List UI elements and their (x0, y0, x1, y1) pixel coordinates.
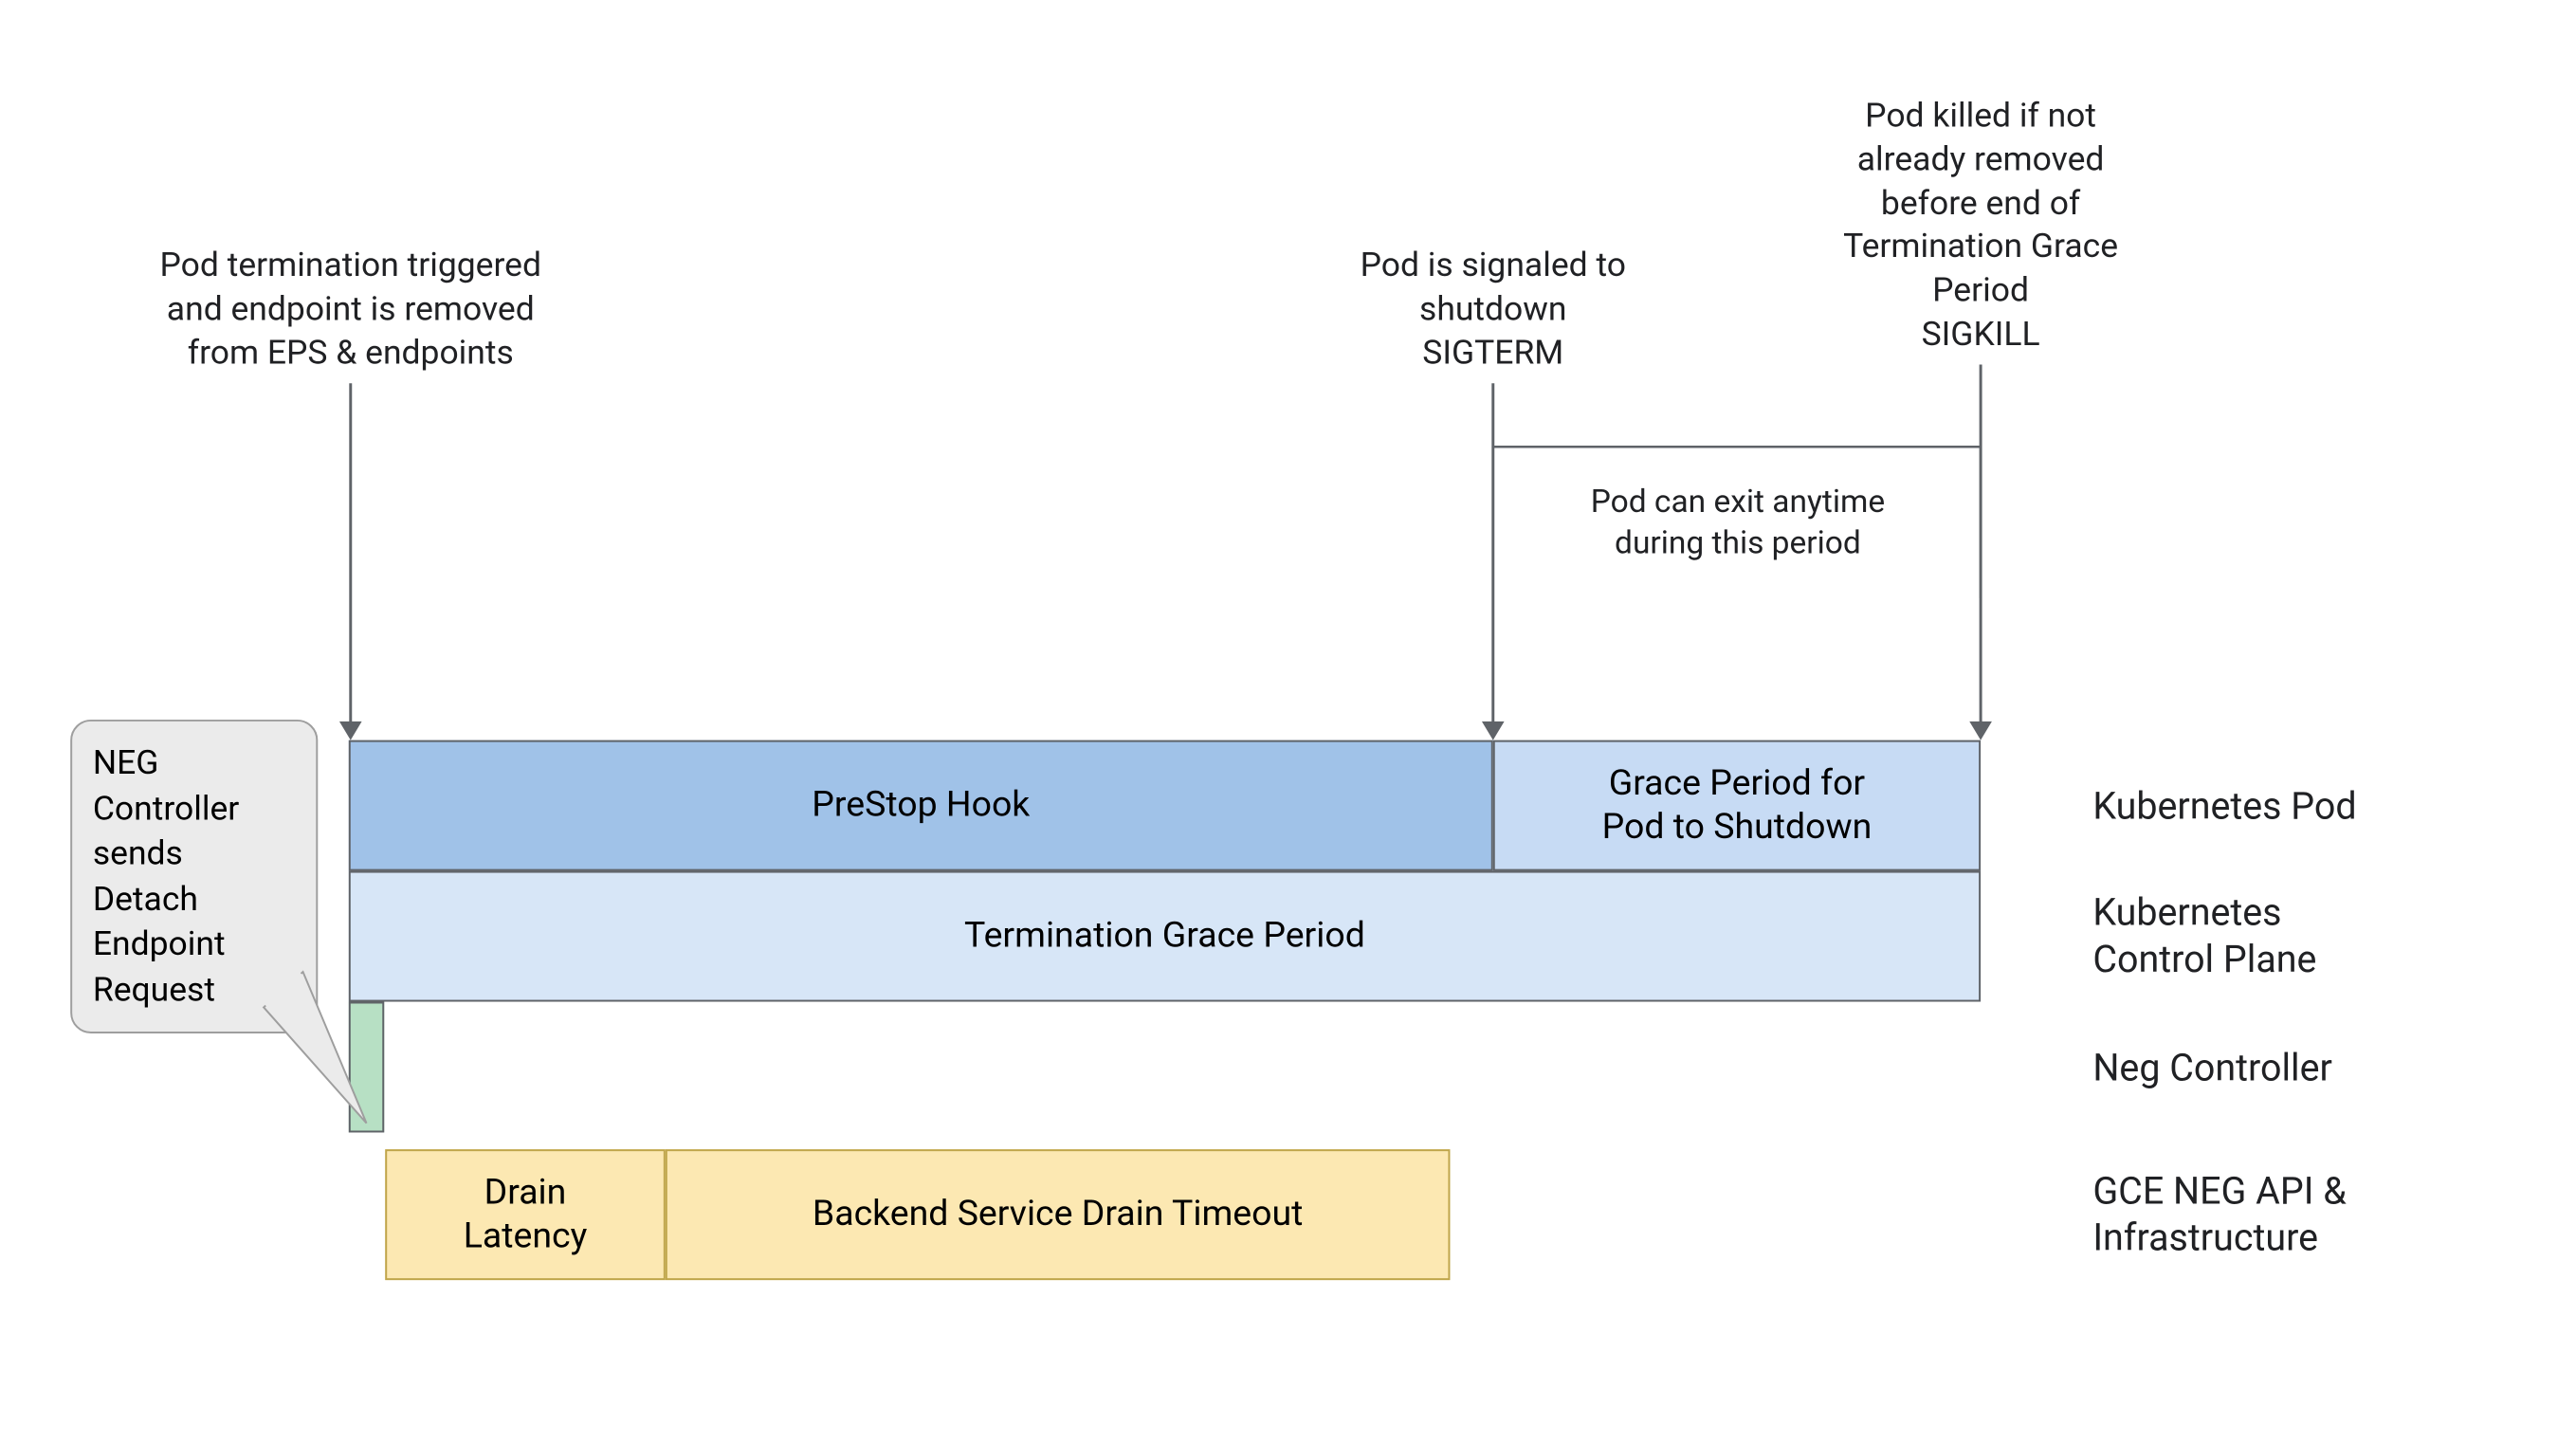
bar-neg-detach (349, 1002, 384, 1133)
bar-termination-grace-period: Termination Grace Period (349, 871, 1981, 1002)
callout-text: NEGControllersendsDetachEndpointRequest (93, 743, 239, 1010)
bar-grace-period-shutdown: Grace Period forPod to Shutdown (1493, 740, 1981, 871)
bar-grace-label: Grace Period forPod to Shutdown (1602, 761, 1873, 850)
bar-drain-latency: DrainLatency (385, 1149, 666, 1280)
track-label-kubernetes-pod: Kubernetes Pod (2092, 783, 2356, 830)
annotation-termination-triggered: Pod termination triggeredand endpoint is… (108, 243, 594, 374)
bar-backend-drain-timeout: Backend Service Drain Timeout (666, 1149, 1451, 1280)
annotation-exit-anytime: Pod can exit anytimeduring this period (1551, 482, 1925, 564)
track-label-control-plane: KubernetesControl Plane (2092, 889, 2316, 983)
bar-backend-label: Backend Service Drain Timeout (813, 1193, 1304, 1237)
bar-prestop-label: PreStop Hook (812, 783, 1030, 828)
annotation-sigterm: Pod is signaled toshutdownSIGTERM (1306, 243, 1680, 374)
bar-drain-latency-label: DrainLatency (464, 1170, 588, 1259)
callout-neg-controller: NEGControllersendsDetachEndpointRequest (70, 720, 318, 1033)
track-label-gce-infra: GCE NEG API &Infrastructure (2092, 1168, 2346, 1262)
bar-term-label: Termination Grace Period (964, 914, 1365, 959)
annotation-sigkill: Pod killed if notalready removedbefore e… (1794, 94, 2167, 356)
bar-prestop-hook: PreStop Hook (349, 740, 1493, 871)
track-label-neg-controller: Neg Controller (2092, 1045, 2332, 1091)
